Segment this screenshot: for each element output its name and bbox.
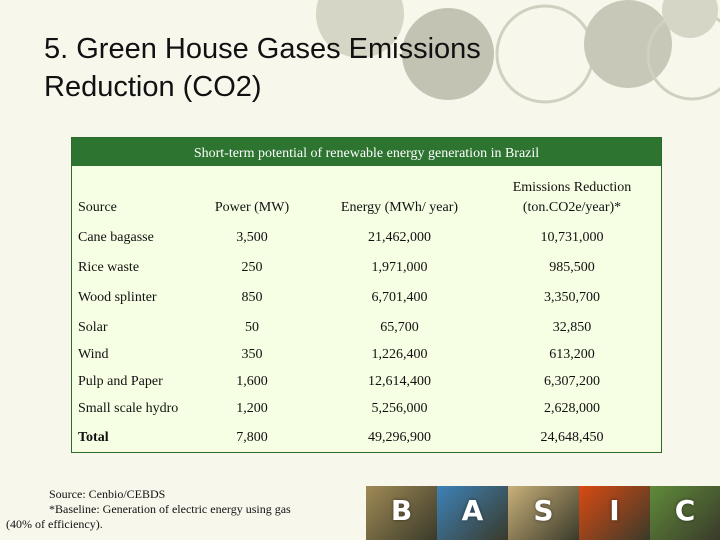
cell-power: 850 bbox=[241, 290, 263, 305]
cell-source: Pulp and Paper bbox=[78, 374, 163, 389]
cell-energy: 12,614,400 bbox=[368, 374, 431, 389]
cell-power: 3,500 bbox=[236, 230, 268, 245]
cell-emissions: 2,628,000 bbox=[544, 401, 600, 416]
cell-power: 1,200 bbox=[236, 401, 268, 416]
footnote-source: Source: Cenbio/CEBDS bbox=[49, 487, 166, 501]
banner-letter: B bbox=[390, 494, 413, 527]
title-line-2: Reduction (CO2) bbox=[44, 71, 262, 103]
cell-energy: 6,701,400 bbox=[371, 290, 428, 305]
banner-tile: A bbox=[437, 486, 508, 540]
header-power: Power (MW) bbox=[214, 200, 290, 215]
header-emissions-line-2: (ton.CO2e/year)* bbox=[522, 200, 622, 215]
cell-power: 1,600 bbox=[236, 374, 268, 389]
cell-source: Cane bagasse bbox=[78, 230, 154, 245]
cell-source: Total bbox=[78, 430, 109, 445]
table-caption: Short-term potential of renewable energy… bbox=[72, 138, 661, 166]
banner-tile: S bbox=[508, 486, 579, 540]
cell-energy: 21,462,000 bbox=[368, 230, 431, 245]
cell-power: 7,800 bbox=[236, 430, 268, 445]
cell-power: 350 bbox=[241, 347, 263, 362]
cell-emissions: 10,731,000 bbox=[540, 230, 604, 245]
cell-source: Wood splinter bbox=[78, 290, 157, 305]
cell-energy: 5,256,000 bbox=[371, 401, 428, 416]
footnote-baseline: *Baseline: Generation of electric energy… bbox=[49, 502, 291, 516]
cell-emissions: 985,500 bbox=[549, 260, 595, 275]
cell-power: 50 bbox=[245, 320, 259, 335]
footnote-efficiency: (40% of efficiency). bbox=[6, 517, 103, 531]
cell-emissions: 24,648,450 bbox=[540, 430, 604, 445]
cell-emissions: 32,850 bbox=[552, 320, 592, 335]
banner-letter: S bbox=[533, 494, 554, 527]
cell-source: Wind bbox=[78, 347, 109, 362]
header-energy: Energy (MWh/ year) bbox=[340, 200, 459, 215]
slide-title: 5. Green House Gases Emissions Reduction… bbox=[44, 30, 604, 106]
cell-source: Solar bbox=[78, 320, 108, 335]
cell-energy: 49,296,900 bbox=[368, 430, 431, 445]
emissions-table: Short-term potential of renewable energy… bbox=[71, 137, 662, 453]
footnote: Source: Cenbio/CEBDS *Baseline: Generati… bbox=[6, 487, 366, 532]
decorative-circles bbox=[316, 0, 720, 104]
cell-source: Small scale hydro bbox=[78, 401, 179, 416]
cell-energy: 1,226,400 bbox=[371, 347, 428, 362]
cell-emissions: 3,350,700 bbox=[544, 290, 600, 305]
cell-emissions: 613,200 bbox=[549, 347, 595, 362]
cell-energy: 1,971,000 bbox=[371, 260, 428, 275]
banner-tile: C bbox=[650, 486, 720, 540]
title-line-1: 5. Green House Gases Emissions bbox=[44, 33, 481, 65]
banner-tile: B bbox=[366, 486, 437, 540]
header-source: Source bbox=[78, 200, 117, 215]
banner-letter: C bbox=[674, 494, 696, 527]
header-emissions: Emissions Reduction (ton.CO2e/year)* bbox=[487, 178, 657, 218]
cell-emissions: 6,307,200 bbox=[544, 374, 600, 389]
basic-banner: B A S I C bbox=[366, 486, 720, 540]
banner-letter: A bbox=[461, 494, 484, 527]
cell-energy: 65,700 bbox=[380, 320, 419, 335]
banner-letter: I bbox=[609, 494, 620, 527]
cell-power: 250 bbox=[241, 260, 263, 275]
header-emissions-line-1: Emissions Reduction bbox=[512, 180, 632, 195]
banner-tile: I bbox=[579, 486, 650, 540]
cell-source: Rice waste bbox=[78, 260, 140, 275]
